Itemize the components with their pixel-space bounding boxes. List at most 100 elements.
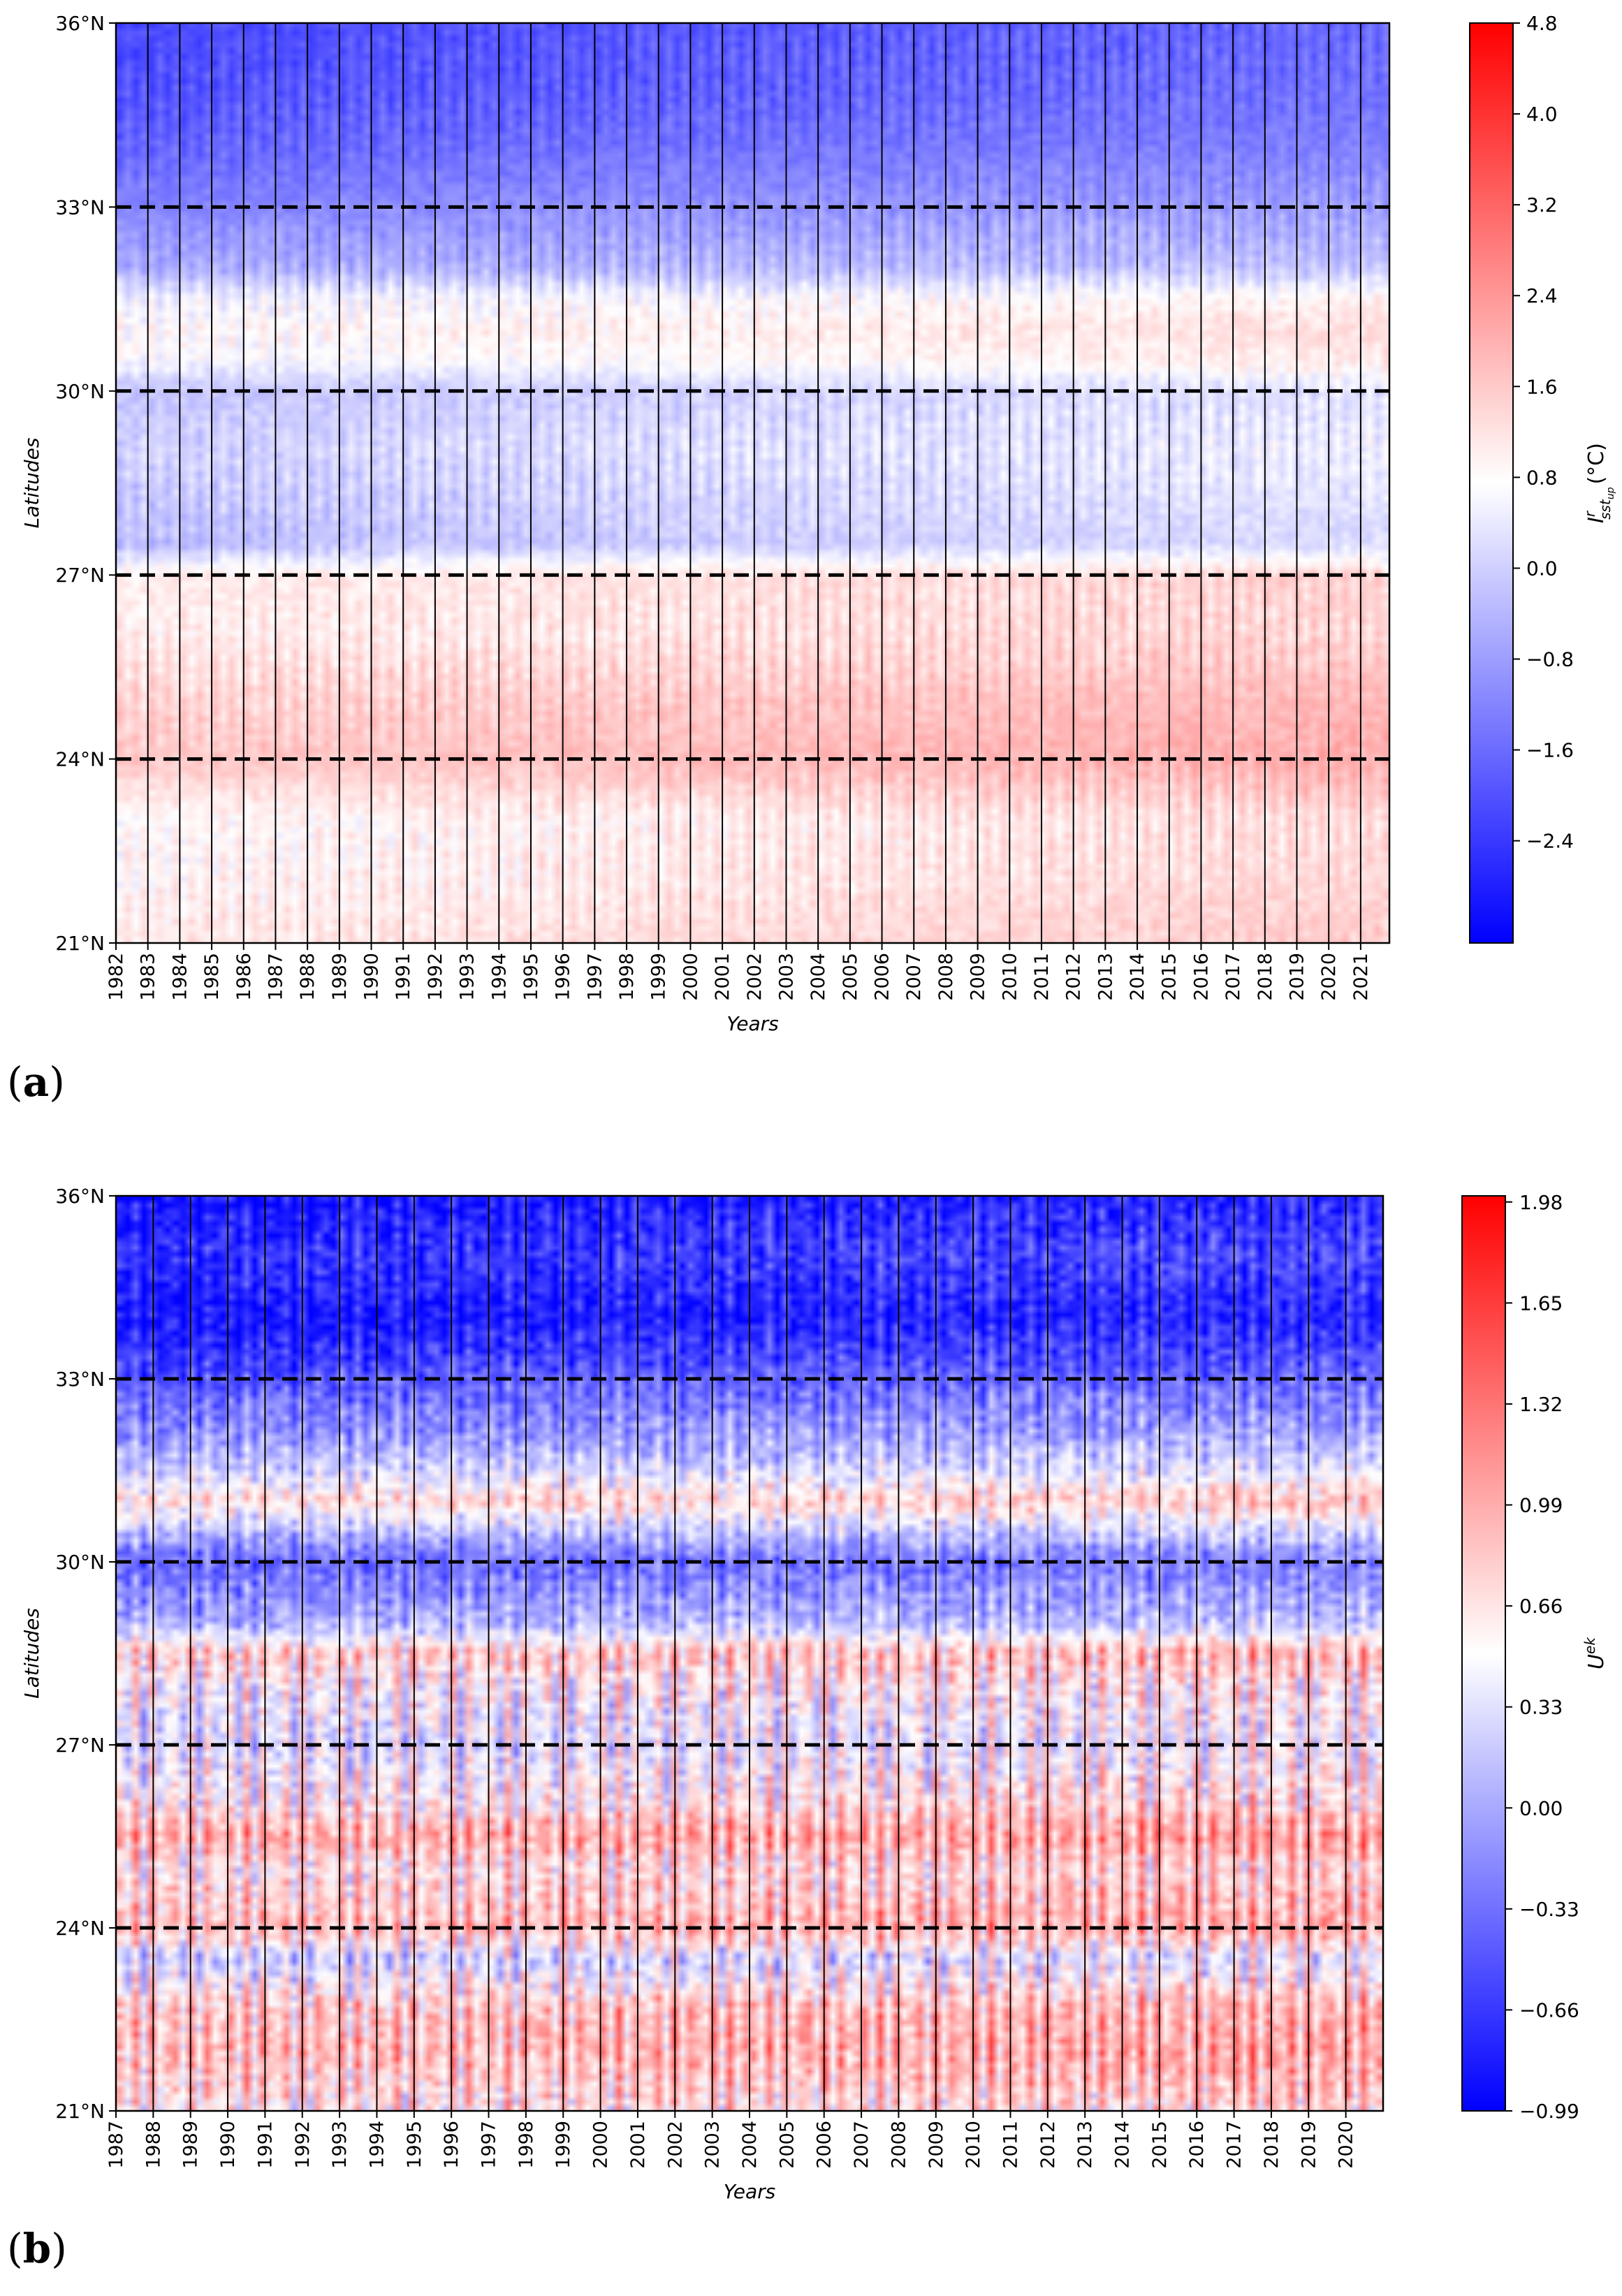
colorbar-tick-label: 0.66 [1519, 1595, 1563, 1618]
x-tick-label: 1985 [201, 953, 223, 1001]
x-tick-label: 2012 [1063, 953, 1085, 1001]
x-tick-label: 1997 [478, 2121, 500, 2169]
x-tick-label: 2008 [888, 2121, 909, 2169]
x-tick-label: 2010 [999, 953, 1021, 1001]
x-tick-label: 1983 [138, 953, 159, 1001]
x-tick-label: 2014 [1112, 2121, 1134, 2169]
x-tick-label: 1995 [520, 953, 542, 1001]
x-tick-label: 1990 [361, 953, 383, 1001]
y-tick-label: 30°N [55, 1551, 105, 1574]
x-tick-label: 2018 [1255, 953, 1276, 1001]
x-tick-label: 2020 [1318, 953, 1340, 1001]
x-tick-label: 1998 [616, 953, 638, 1001]
heatmap-image [116, 23, 1389, 943]
x-tick-label: 2009 [967, 953, 989, 1001]
x-tick-label: 2003 [775, 953, 797, 1001]
x-tick-label: 1995 [404, 2121, 425, 2169]
x-tick-label: 2015 [1159, 953, 1181, 1001]
x-tick-label: 2018 [1261, 2121, 1283, 2169]
y-tick-label: 27°N [55, 564, 105, 587]
x-tick-label: 1992 [292, 2121, 314, 2169]
colorbar-tick-label: 0.8 [1526, 466, 1558, 489]
x-tick-label: 2020 [1336, 2121, 1357, 2169]
y-axis-label: Latitudes [20, 1608, 43, 1699]
y-tick-label: 30°N [55, 380, 105, 403]
colorbar-tick-label: 0.0 [1526, 557, 1558, 580]
x-tick-label: 2003 [702, 2121, 724, 2169]
x-tick-label: 2002 [664, 2121, 686, 2169]
x-tick-label: 1996 [553, 953, 574, 1001]
x-tick-label: 1999 [553, 2121, 574, 2169]
x-tick-label: 2015 [1149, 2121, 1171, 2169]
x-tick-label: 2007 [851, 2121, 872, 2169]
x-tick-label: 1994 [488, 953, 510, 1001]
colorbar-label: Irsstup(°C) [1581, 443, 1616, 523]
y-tick-label: 33°N [55, 196, 105, 219]
y-tick-label: 21°N [55, 2100, 105, 2123]
x-axis-label: Years [724, 2180, 776, 2203]
y-tick-label: 36°N [55, 1185, 105, 1208]
y-tick-label: 24°N [55, 748, 105, 771]
y-tick-label: 33°N [55, 1368, 105, 1391]
x-axis-label: Years [726, 1012, 779, 1035]
x-tick-label: 2017 [1224, 2121, 1245, 2169]
x-tick-label: 2013 [1074, 2121, 1096, 2169]
x-tick-label: 2000 [590, 2121, 612, 2169]
colorbar-tick-label: 2.4 [1526, 284, 1558, 307]
x-tick-label: 1990 [217, 2121, 239, 2169]
x-tick-label: 2011 [1031, 953, 1053, 1001]
plot-frame [115, 22, 1391, 944]
panel-label-b: (b) [7, 2225, 67, 2272]
x-tick-label: 1999 [648, 953, 670, 1001]
x-tick-label: 2006 [872, 953, 893, 1001]
x-tick-label: 1994 [366, 2121, 388, 2169]
y-tick-label: 36°N [55, 12, 105, 35]
y-axis-label: Latitudes [20, 438, 43, 529]
x-tick-label: 2005 [776, 2121, 798, 2169]
x-tick-label: 2001 [627, 2121, 649, 2169]
x-tick-label: 1993 [457, 953, 478, 1001]
colorbar-tick-label: 4.8 [1526, 12, 1558, 35]
x-tick-label: 1998 [516, 2121, 537, 2169]
x-tick-label: 1996 [441, 2121, 462, 2169]
x-tick-label: 2010 [963, 2121, 984, 2169]
x-tick-label: 1986 [233, 953, 255, 1001]
x-tick-label: 2009 [926, 2121, 947, 2169]
colorbar-tick-label: 1.32 [1519, 1393, 1563, 1416]
x-tick-label: 2013 [1095, 953, 1116, 1001]
colorbar-tick-label: −2.4 [1526, 830, 1574, 853]
x-tick-label: 1989 [180, 2121, 202, 2169]
colorbar-tick-label: −0.66 [1519, 1998, 1579, 2021]
x-tick-label: 2008 [935, 953, 957, 1001]
x-tick-label: 2007 [903, 953, 925, 1001]
x-tick-label: 2012 [1037, 2121, 1059, 2169]
colorbar-tick-label: −0.33 [1519, 1898, 1579, 1921]
x-tick-label: 1997 [584, 953, 606, 1001]
x-tick-label: 2011 [1000, 2121, 1021, 2169]
x-tick-label: 1992 [425, 953, 446, 1001]
colorbar-tick-label: −0.8 [1526, 648, 1574, 671]
x-tick-label: 2019 [1298, 2121, 1320, 2169]
colorbar-tick-label: 1.6 [1526, 375, 1558, 398]
x-tick-label: 2019 [1287, 953, 1308, 1001]
x-tick-label: 2005 [840, 953, 861, 1001]
colorbar-tick-label: −0.99 [1519, 2100, 1579, 2123]
colorbar-tick-label: 0.00 [1519, 1797, 1563, 1820]
x-tick-label: 2016 [1190, 953, 1212, 1001]
colorbar-label: Uek [1581, 1637, 1609, 1669]
colorbar [1469, 22, 1514, 944]
y-tick-label: 27°N [55, 1734, 105, 1757]
x-tick-label: 1987 [265, 953, 286, 1001]
colorbar-tick-label: 1.65 [1519, 1292, 1563, 1315]
x-tick-label: 2006 [814, 2121, 835, 2169]
x-tick-label: 2016 [1186, 2121, 1208, 2169]
x-tick-label: 1982 [105, 953, 127, 1001]
y-tick-label: 24°N [55, 1917, 105, 1940]
x-tick-label: 2004 [739, 2121, 761, 2169]
x-tick-label: 1984 [169, 953, 191, 1001]
x-tick-label: 1988 [297, 953, 319, 1001]
x-tick-label: 2001 [712, 953, 733, 1001]
x-tick-label: 2000 [680, 953, 701, 1001]
